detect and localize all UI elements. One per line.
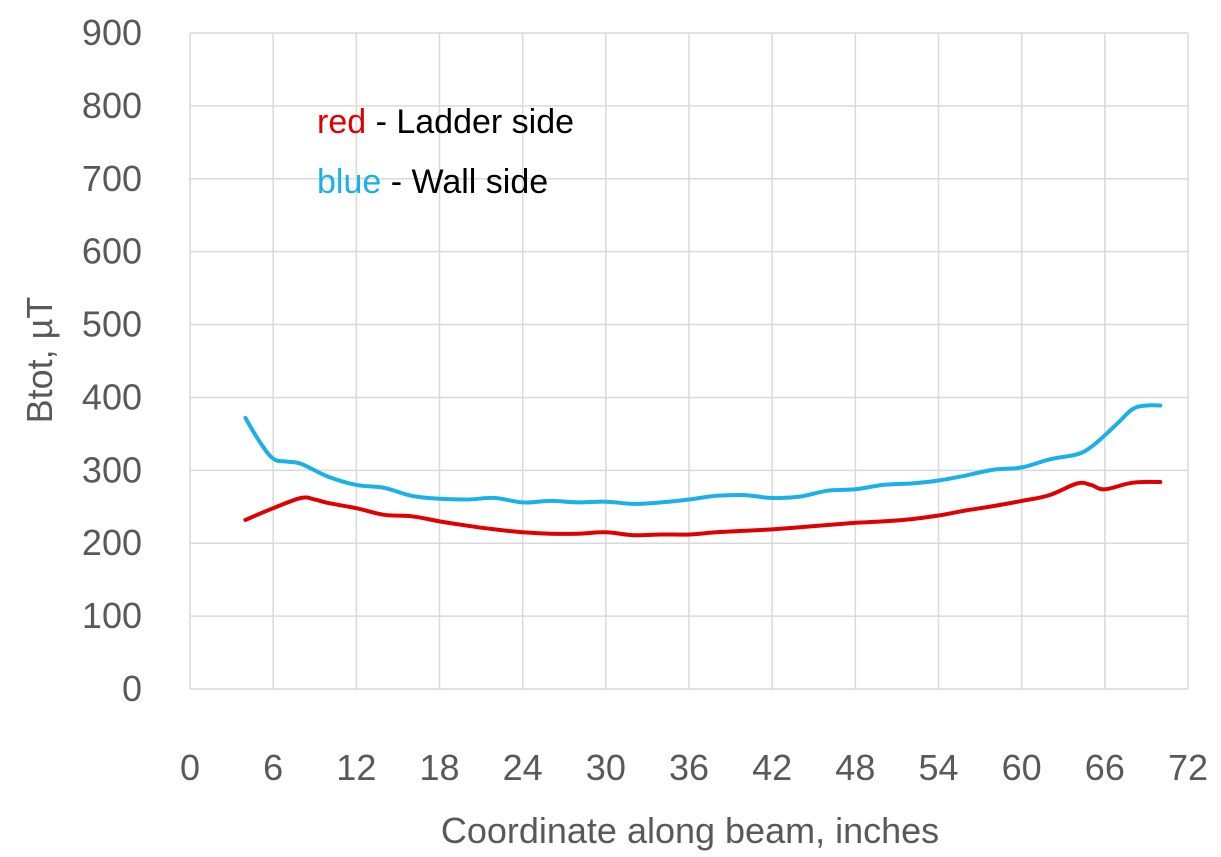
y-tick-label: 100	[82, 595, 142, 636]
x-axis-ticks: 0 6 12 18 24 30 36 42 48 54 60 66 72	[180, 747, 1208, 788]
x-tick-label: 72	[1168, 747, 1208, 788]
x-tick-label: 60	[1002, 747, 1042, 788]
x-tick-label: 48	[835, 747, 875, 788]
legend-entry-blue: blue - Wall side	[317, 163, 548, 201]
x-tick-label: 42	[752, 747, 792, 788]
x-tick-label: 12	[336, 747, 376, 788]
red-series-line	[243, 479, 1163, 538]
y-tick-label: 500	[82, 304, 142, 345]
x-tick-label: 24	[503, 747, 543, 788]
y-tick-label: 400	[82, 376, 142, 417]
series-lines	[243, 403, 1163, 538]
gridlines	[189, 32, 1189, 690]
x-tick-label: 0	[180, 747, 200, 788]
legend-key: blue	[317, 163, 381, 201]
x-tick-label: 30	[586, 747, 626, 788]
legend-key: red	[317, 103, 366, 141]
legend: red - Ladder side blue - Wall side	[317, 103, 574, 201]
y-tick-label: 300	[82, 449, 142, 490]
x-tick-label: 18	[419, 747, 459, 788]
y-tick-label: 700	[82, 158, 142, 199]
y-tick-label: 900	[82, 12, 142, 53]
legend-description: - Ladder side	[366, 103, 574, 141]
y-tick-label: 0	[122, 668, 142, 709]
x-tick-label: 36	[669, 747, 709, 788]
y-tick-label: 800	[82, 85, 142, 126]
legend-description: - Wall side	[381, 163, 548, 201]
y-axis-title: Btot, µT	[19, 297, 60, 424]
x-tick-label: 54	[918, 747, 958, 788]
x-axis-title: Coordinate along beam, inches	[441, 810, 939, 851]
y-axis-ticks: 0 100 200 300 400 500 600 700 800 900	[82, 12, 142, 709]
y-tick-label: 200	[82, 522, 142, 563]
x-tick-label: 6	[263, 747, 283, 788]
y-tick-label: 600	[82, 231, 142, 272]
blue-series-line	[243, 403, 1163, 506]
x-tick-label: 66	[1085, 747, 1125, 788]
legend-entry-red: red - Ladder side	[317, 103, 574, 141]
